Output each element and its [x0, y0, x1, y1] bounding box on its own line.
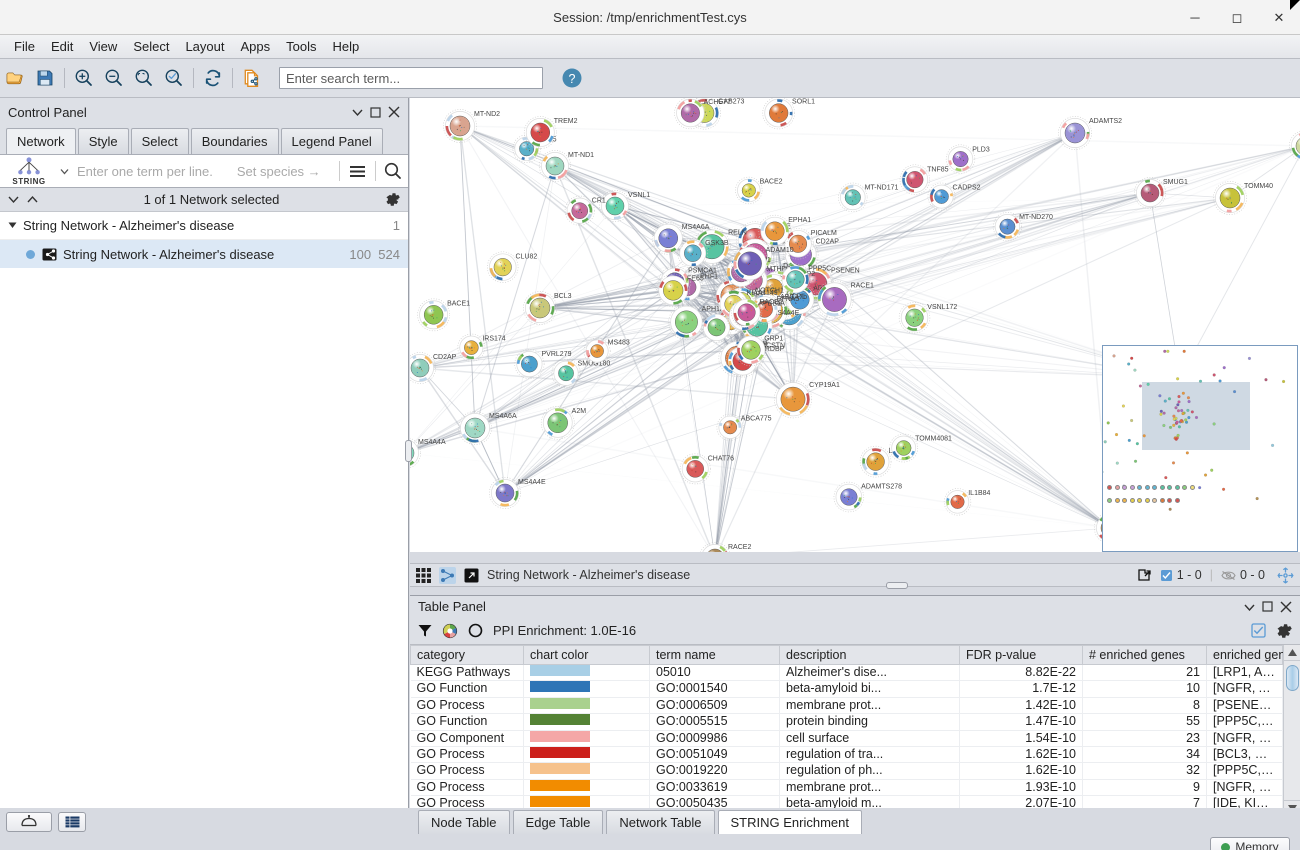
svg-text:MT-ND2: MT-ND2	[474, 111, 500, 118]
svg-text:CYP19A1: CYP19A1	[809, 382, 840, 389]
svg-text:CHAT76: CHAT76	[708, 455, 734, 462]
svg-text:RELN: RELN	[728, 229, 747, 236]
svg-text:MS4A4A: MS4A4A	[418, 439, 446, 446]
svg-text:MS483: MS483	[608, 340, 630, 347]
svg-text:GRP1: GRP1	[764, 336, 783, 343]
svg-text:TNF85: TNF85	[927, 166, 949, 173]
svg-text:TOMM4081: TOMM4081	[915, 436, 952, 443]
svg-text:PLD3: PLD3	[972, 146, 990, 153]
svg-text:PSENEN: PSENEN	[831, 268, 860, 275]
svg-text:RACE2: RACE2	[759, 299, 782, 306]
svg-text:MT-ND1: MT-ND1	[568, 152, 594, 159]
svg-text:PVRL279: PVRL279	[542, 351, 572, 358]
svg-text:BACE1: BACE1	[447, 300, 470, 307]
svg-text:CLU82: CLU82	[516, 253, 538, 260]
svg-text:TOMM40: TOMM40	[1244, 183, 1273, 190]
svg-text:SORL1: SORL1	[792, 99, 815, 106]
svg-text:RACE2: RACE2	[728, 544, 751, 551]
svg-text:KIAA1149: KIAA1149	[747, 290, 778, 297]
svg-text:IRS174: IRS174	[482, 336, 505, 343]
svg-text:IL1B84: IL1B84	[968, 490, 990, 497]
svg-text:MT-ND171: MT-ND171	[865, 185, 899, 192]
svg-text:SMUG1: SMUG1	[1163, 179, 1188, 186]
svg-text:MS4A4E: MS4A4E	[518, 479, 546, 486]
svg-text:MS4A6A: MS4A6A	[489, 413, 517, 420]
svg-text:PPP5C: PPP5C	[808, 266, 831, 273]
svg-text:ADAMTS278: ADAMTS278	[861, 484, 902, 491]
svg-text:ACHE77: ACHE77	[704, 99, 731, 106]
svg-text:BCL3: BCL3	[554, 293, 572, 300]
svg-text:BACE2: BACE2	[760, 179, 783, 186]
svg-text:CD2AP: CD2AP	[433, 354, 457, 361]
svg-text:ADAMTS2: ADAMTS2	[1089, 118, 1122, 125]
svg-text:CADPS2: CADPS2	[953, 185, 981, 192]
svg-text:A2M: A2M	[572, 408, 587, 415]
svg-text:RACE1: RACE1	[851, 282, 874, 289]
svg-text:?: ?	[569, 72, 576, 86]
svg-text:VSNL172: VSNL172	[927, 304, 957, 311]
svg-text:CR1: CR1	[592, 198, 606, 205]
svg-text:TREM2: TREM2	[554, 118, 578, 125]
svg-text:FE65: FE65	[687, 276, 704, 283]
svg-text:EPHA1: EPHA1	[788, 217, 811, 224]
svg-text:VSNL1: VSNL1	[628, 192, 650, 199]
svg-text:PSMCA1: PSMCA1	[688, 268, 717, 275]
svg-text:CD2AP: CD2AP	[816, 239, 840, 246]
svg-text:GSK3B: GSK3B	[705, 240, 729, 247]
svg-text:ADAM10: ADAM10	[766, 247, 794, 254]
svg-text:MT-ND270: MT-ND270	[1019, 214, 1053, 221]
svg-text:ABCA775: ABCA775	[741, 416, 772, 423]
svg-text:PICALM: PICALM	[811, 230, 837, 237]
svg-text:MS4A6A: MS4A6A	[682, 224, 710, 231]
